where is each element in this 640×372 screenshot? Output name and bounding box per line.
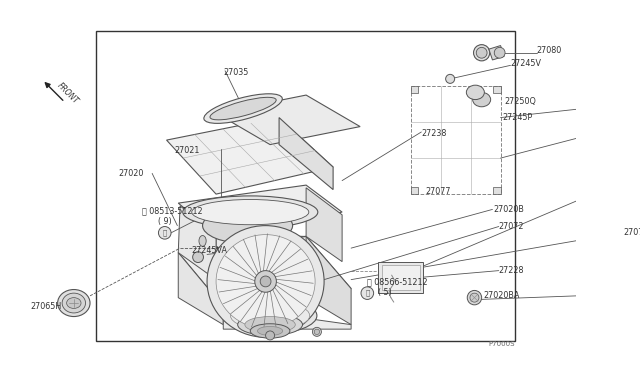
Ellipse shape [312, 327, 321, 336]
Ellipse shape [210, 97, 276, 120]
Polygon shape [410, 187, 418, 194]
Ellipse shape [62, 293, 86, 313]
Polygon shape [223, 307, 351, 329]
Ellipse shape [159, 227, 171, 239]
Ellipse shape [257, 327, 283, 336]
Ellipse shape [67, 298, 81, 308]
Ellipse shape [250, 324, 290, 338]
Ellipse shape [266, 331, 275, 340]
Text: 27080: 27080 [536, 45, 562, 55]
Polygon shape [216, 235, 306, 280]
Text: P7000S: P7000S [488, 341, 515, 347]
Ellipse shape [241, 263, 281, 278]
Ellipse shape [470, 293, 479, 302]
Ellipse shape [193, 252, 204, 263]
Ellipse shape [203, 208, 292, 244]
Ellipse shape [58, 289, 90, 317]
Text: 27245V: 27245V [511, 59, 541, 68]
Text: Ⓢ: Ⓢ [163, 230, 167, 236]
Ellipse shape [494, 47, 505, 58]
Text: 27065H: 27065H [31, 302, 62, 311]
Polygon shape [166, 118, 333, 194]
Ellipse shape [230, 301, 310, 330]
Ellipse shape [245, 317, 295, 333]
Ellipse shape [255, 270, 276, 292]
Ellipse shape [192, 199, 308, 225]
Text: 27021: 27021 [175, 147, 200, 155]
Ellipse shape [234, 260, 288, 282]
Ellipse shape [199, 235, 206, 246]
Polygon shape [179, 253, 223, 325]
Text: 27228: 27228 [499, 266, 524, 275]
Text: 27020: 27020 [118, 169, 143, 178]
Ellipse shape [361, 287, 374, 299]
Bar [381, 265, 420, 289]
Ellipse shape [260, 276, 271, 287]
Polygon shape [489, 45, 504, 60]
Polygon shape [306, 188, 342, 262]
Ellipse shape [237, 314, 303, 336]
Text: 27238: 27238 [421, 129, 447, 138]
Polygon shape [493, 86, 500, 93]
Text: 27020B: 27020B [493, 205, 524, 214]
Ellipse shape [467, 291, 482, 305]
Text: 27245P: 27245P [502, 113, 532, 122]
Polygon shape [179, 237, 351, 307]
Text: Ⓢ 08566-51212: Ⓢ 08566-51212 [367, 278, 428, 287]
Polygon shape [216, 95, 360, 145]
Ellipse shape [204, 94, 282, 124]
Ellipse shape [207, 225, 324, 337]
Text: ( 5): ( 5) [378, 288, 392, 297]
Ellipse shape [314, 329, 319, 334]
Polygon shape [179, 185, 342, 235]
Text: FRONT: FRONT [55, 81, 79, 106]
Polygon shape [306, 237, 351, 325]
Text: 27245VA: 27245VA [192, 246, 228, 255]
Ellipse shape [183, 196, 318, 228]
Polygon shape [493, 187, 500, 194]
Text: 27020BA: 27020BA [483, 291, 520, 300]
Polygon shape [279, 118, 333, 190]
Polygon shape [179, 206, 216, 280]
Text: 27070: 27070 [623, 228, 640, 237]
Ellipse shape [474, 45, 490, 61]
Text: ( 9): ( 9) [157, 217, 172, 225]
Ellipse shape [467, 85, 484, 100]
Ellipse shape [445, 74, 454, 83]
Text: 27250Q: 27250Q [504, 97, 536, 106]
Text: 27035: 27035 [223, 68, 249, 77]
Ellipse shape [473, 92, 491, 107]
Text: 27072: 27072 [499, 222, 524, 231]
Text: Ⓢ 08513-51212: Ⓢ 08513-51212 [142, 207, 203, 216]
Polygon shape [410, 86, 418, 93]
Ellipse shape [223, 298, 317, 334]
Text: 27077: 27077 [426, 187, 451, 196]
Bar [378, 262, 423, 293]
Bar [97, 31, 515, 341]
Ellipse shape [216, 235, 315, 328]
Text: Ⓢ: Ⓢ [365, 290, 369, 296]
Ellipse shape [476, 47, 487, 58]
